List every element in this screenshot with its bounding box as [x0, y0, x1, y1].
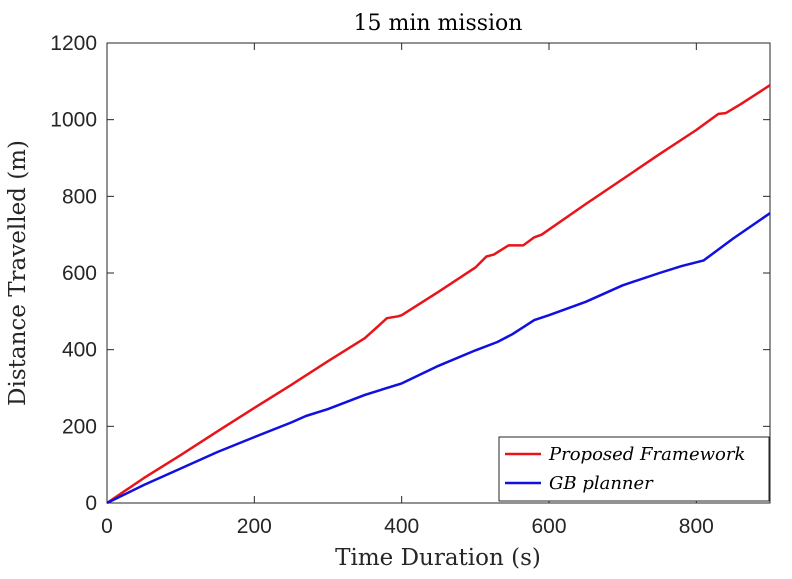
plot-area [106, 42, 771, 504]
y-tick-label: 800 [62, 185, 97, 208]
legend-label-gb-planner: GB planner [549, 473, 654, 494]
x-tick-label: 600 [531, 515, 566, 538]
y-axis: 0 200 400 600 800 1000 1200 [50, 32, 770, 515]
chart-title: 15 min mission [354, 11, 523, 36]
series-line-gb-planner [106, 212, 771, 505]
legend-box [498, 436, 770, 502]
x-tick-label: 0 [101, 515, 113, 538]
x-tick-label: 400 [384, 515, 419, 538]
x-tick-label: 200 [237, 515, 272, 538]
x-tick-label: 800 [679, 515, 714, 538]
y-tick-label: 200 [62, 415, 97, 438]
series-line-proposed-framework [106, 84, 771, 505]
x-axis: 0 200 400 600 800 [101, 43, 714, 538]
legend-label-proposed-framework: Proposed Framework [548, 444, 745, 465]
legend: Proposed Framework GB planner [498, 436, 770, 502]
y-tick-label: 0 [85, 492, 97, 515]
y-tick-label: 600 [62, 262, 97, 285]
y-axis-label: Distance Travelled (m) [5, 140, 31, 406]
y-tick-label: 1000 [50, 109, 97, 132]
x-axis-label: Time Duration (s) [335, 545, 541, 571]
series-group [106, 84, 771, 505]
y-tick-label: 400 [62, 339, 97, 362]
y-tick-label: 1200 [50, 32, 97, 55]
